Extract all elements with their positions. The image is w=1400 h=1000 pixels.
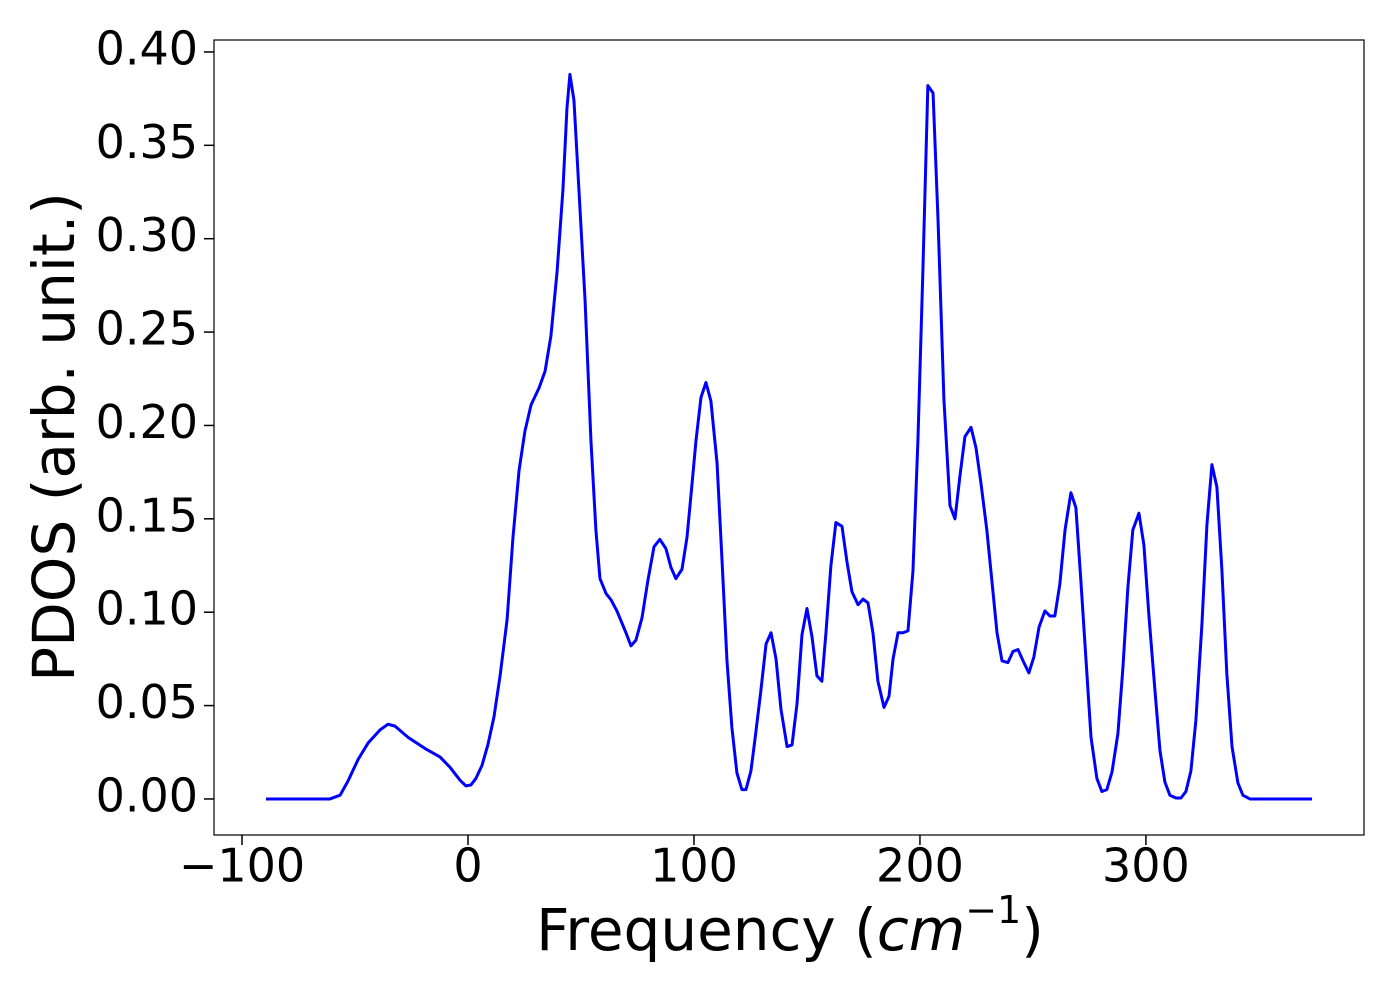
y-tick-label: 0.35 bbox=[96, 115, 198, 169]
x-axis-label: Frequency (cm−1) bbox=[536, 888, 1044, 965]
x-tick-label: 300 bbox=[1102, 839, 1190, 893]
y-tick-label: 0.25 bbox=[96, 302, 198, 356]
x-label-unit: cm bbox=[877, 896, 965, 964]
plot-frame bbox=[213, 39, 1365, 836]
x-tick-label: 200 bbox=[876, 839, 964, 893]
y-tick-label: 0.05 bbox=[96, 675, 198, 729]
x-tick-label: 0 bbox=[453, 839, 482, 893]
x-tick-label: −100 bbox=[179, 839, 305, 893]
series-line bbox=[265, 72, 1313, 801]
y-tick-label: 0.40 bbox=[96, 21, 198, 75]
x-label-text: Frequency ( bbox=[536, 896, 877, 964]
x-tick-label: 100 bbox=[650, 839, 738, 893]
y-tick-label: 0.00 bbox=[96, 768, 198, 822]
x-label-exponent: −1 bbox=[965, 888, 1021, 932]
y-tick-label: 0.15 bbox=[96, 488, 198, 542]
y-tick-label: 0.20 bbox=[96, 395, 198, 449]
x-label-close: ) bbox=[1021, 896, 1044, 964]
y-axis-label: PDOS (arb. unit.) bbox=[20, 192, 88, 682]
y-tick-label: 0.10 bbox=[96, 582, 198, 636]
y-tick-label: 0.30 bbox=[96, 208, 198, 262]
